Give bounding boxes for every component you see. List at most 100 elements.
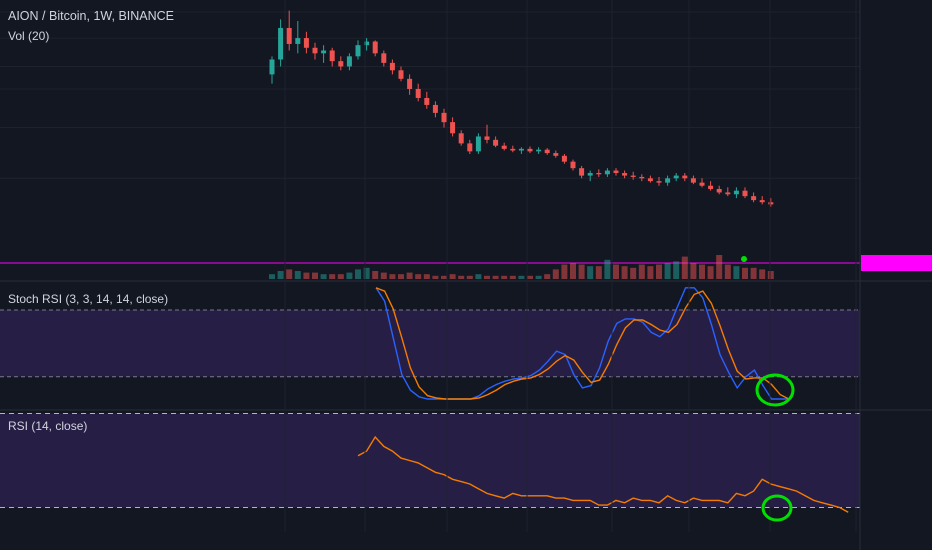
volume-bar bbox=[432, 275, 439, 279]
candle-body bbox=[579, 168, 585, 176]
rsi-pane[interactable] bbox=[0, 413, 860, 513]
candle-body bbox=[501, 145, 507, 149]
candle-body bbox=[708, 185, 714, 189]
volume-bar bbox=[690, 263, 697, 279]
stoch-band-fill bbox=[0, 310, 860, 377]
candle-body bbox=[682, 175, 688, 179]
volume-bar bbox=[578, 264, 585, 279]
candle-body bbox=[303, 38, 309, 48]
stoch-rsi-label[interactable]: Stoch RSI (3, 3, 14, 14, close) bbox=[8, 292, 169, 306]
annotation-dot bbox=[741, 256, 747, 262]
annotations-layer bbox=[741, 256, 795, 522]
volume-bar bbox=[389, 274, 396, 279]
rsi-label[interactable]: RSI (14, close) bbox=[8, 419, 88, 433]
rsi-band-fill bbox=[0, 413, 860, 508]
stoch-d-line bbox=[375, 287, 790, 400]
volume-bar bbox=[475, 274, 482, 279]
candle-body bbox=[312, 47, 318, 54]
volume-bar bbox=[441, 275, 447, 279]
candle-body bbox=[338, 61, 344, 67]
volume-bar bbox=[337, 274, 344, 279]
candle-body bbox=[398, 70, 404, 79]
volume-bar bbox=[733, 266, 740, 279]
candle-body bbox=[329, 50, 335, 62]
candle-body bbox=[510, 148, 516, 151]
volume-bar bbox=[286, 269, 293, 279]
volume-bar bbox=[458, 275, 465, 279]
volume-bar bbox=[613, 264, 619, 279]
annotation-circle bbox=[761, 494, 793, 522]
candle-body bbox=[381, 53, 387, 63]
stoch-rsi-pane[interactable] bbox=[0, 287, 860, 400]
candle-body bbox=[424, 97, 430, 105]
volume-bar bbox=[552, 269, 559, 279]
candle-body bbox=[622, 173, 628, 176]
candle-body bbox=[321, 50, 327, 54]
candle-body bbox=[475, 136, 481, 152]
candle-body bbox=[733, 190, 739, 195]
candle-body bbox=[527, 148, 533, 152]
candle-body bbox=[389, 62, 395, 71]
volume-bar bbox=[372, 271, 379, 279]
volume-bar bbox=[647, 266, 654, 279]
volume-bar bbox=[346, 272, 353, 279]
volume-bar bbox=[294, 271, 301, 279]
candle-body bbox=[278, 27, 284, 60]
candle-body bbox=[432, 104, 438, 113]
candle-body bbox=[690, 178, 696, 183]
symbol-title[interactable]: AION / Bitcoin, 1W, BINANCE bbox=[8, 9, 175, 23]
volume-bar bbox=[329, 274, 336, 279]
candle-body bbox=[467, 143, 473, 152]
candle-body bbox=[450, 122, 456, 134]
volume-bar bbox=[380, 272, 387, 279]
candle-body bbox=[656, 181, 662, 183]
volume-bar bbox=[750, 267, 757, 279]
volume-bar bbox=[415, 274, 422, 279]
annotation-circle bbox=[755, 373, 795, 407]
volume-bar bbox=[699, 264, 705, 279]
volume-bar bbox=[509, 275, 516, 279]
candle-body bbox=[665, 178, 671, 183]
volume-bar bbox=[621, 266, 628, 279]
candle-body bbox=[716, 188, 722, 193]
volume-bar bbox=[630, 267, 637, 279]
volume-bar bbox=[312, 272, 318, 279]
candle-body bbox=[561, 155, 567, 162]
candle-body bbox=[372, 41, 378, 54]
candle-body bbox=[346, 56, 352, 67]
volume-bar bbox=[673, 261, 680, 279]
volume-bar bbox=[664, 263, 671, 279]
candle-body bbox=[407, 78, 413, 89]
volume-bar bbox=[303, 272, 310, 279]
candle-body bbox=[725, 192, 731, 195]
candle-body bbox=[286, 27, 292, 44]
volume-bar bbox=[759, 269, 766, 279]
candle-body bbox=[364, 41, 370, 46]
volume-bar bbox=[595, 266, 602, 279]
volume-bar bbox=[527, 275, 533, 279]
volume-bar bbox=[320, 274, 327, 279]
candle-body bbox=[647, 178, 653, 182]
volume-bar bbox=[767, 271, 774, 279]
volume-bar bbox=[449, 274, 456, 279]
rsi-line bbox=[357, 435, 849, 513]
candle-body bbox=[751, 196, 757, 201]
volume-bar bbox=[561, 264, 568, 279]
volume-bar bbox=[518, 275, 525, 279]
candle-body bbox=[613, 170, 619, 174]
volume-bar bbox=[604, 259, 611, 279]
price-pane[interactable] bbox=[0, 10, 860, 279]
candle-body bbox=[768, 202, 774, 205]
volume-bar bbox=[355, 269, 361, 279]
volume-bar bbox=[535, 275, 542, 279]
candle-body bbox=[441, 112, 447, 123]
candle-body bbox=[553, 153, 559, 156]
volume-indicator-label[interactable]: Vol (20) bbox=[8, 29, 50, 43]
volume-bar bbox=[587, 266, 594, 279]
candle-body bbox=[493, 139, 499, 146]
volume-bar bbox=[707, 266, 714, 279]
volume-bar bbox=[484, 275, 490, 279]
candle-body bbox=[518, 148, 524, 151]
candle-body bbox=[295, 38, 301, 44]
